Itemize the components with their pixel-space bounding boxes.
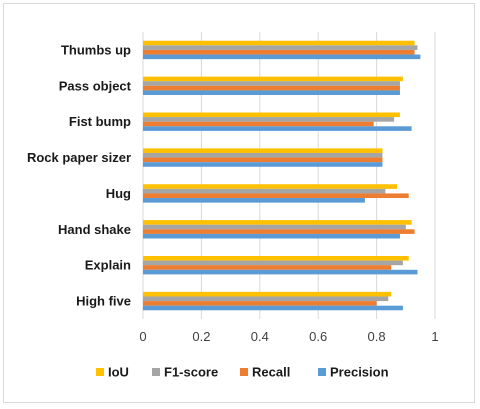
bar-precision [143,162,383,167]
bar-recall [143,121,374,127]
bar-iou [143,220,412,225]
bar-recall [143,265,392,270]
bar-iou [143,40,415,46]
legend-label: Precision [330,365,389,380]
bar-f1-score [143,296,389,302]
category-label: Thumbs up [61,42,131,57]
x-tick-label: 0.4 [251,329,269,344]
bar-precision [143,90,400,96]
bar-recall [143,301,377,306]
bar-f1-score [143,224,406,230]
category-label: High five [76,294,131,309]
x-tick-label: 0.2 [192,329,210,344]
bar-iou [143,148,383,153]
bar-recall [143,85,400,91]
bar-recall [143,229,415,234]
category-label: Hand shake [58,222,131,237]
bar-precision [143,198,365,203]
legend-swatch [240,368,248,376]
x-tick-label: 0 [139,329,146,344]
x-tick-label: 0.8 [368,329,386,344]
legend-swatch [96,368,104,376]
bar-iou [143,255,409,261]
bar-f1-score [143,188,386,194]
bar-iou [143,112,400,118]
legend-label: IoU [108,365,129,380]
x-tick-label: 0.6 [309,329,327,344]
chart-frame: Thumbs up Pass object Fist bump Rock paper … [3,3,475,403]
x-tick-label: 1 [431,329,438,344]
category-label: Pass object [59,78,132,93]
bar-recall [143,193,409,199]
bar-recall [143,49,415,55]
bar-precision [143,269,418,275]
bar-f1-score [143,45,418,50]
category-label: Explain [85,258,131,273]
category-label: Hug [106,186,131,201]
category-label: Fist bump [69,114,131,129]
legend-label: Recall [252,365,290,380]
category-label: Rock paper sizer [27,150,131,165]
legend-swatch [152,368,160,376]
bar-chart: Thumbs up Pass object Fist bump Rock paper … [27,32,439,380]
legend-swatch [318,368,326,376]
bar-recall [143,157,383,163]
bar-f1-score [143,117,395,122]
bar-precision [143,233,400,239]
bar-f1-score [143,152,383,158]
bar-iou [143,291,392,297]
bar-f1-score [143,81,400,86]
bar-f1-score [143,260,403,266]
bar-precision [143,305,403,311]
bar-iou [143,76,403,82]
bar-precision [143,54,421,60]
legend-label: F1-score [164,365,218,380]
bar-precision [143,126,412,131]
bar-iou [143,184,398,189]
